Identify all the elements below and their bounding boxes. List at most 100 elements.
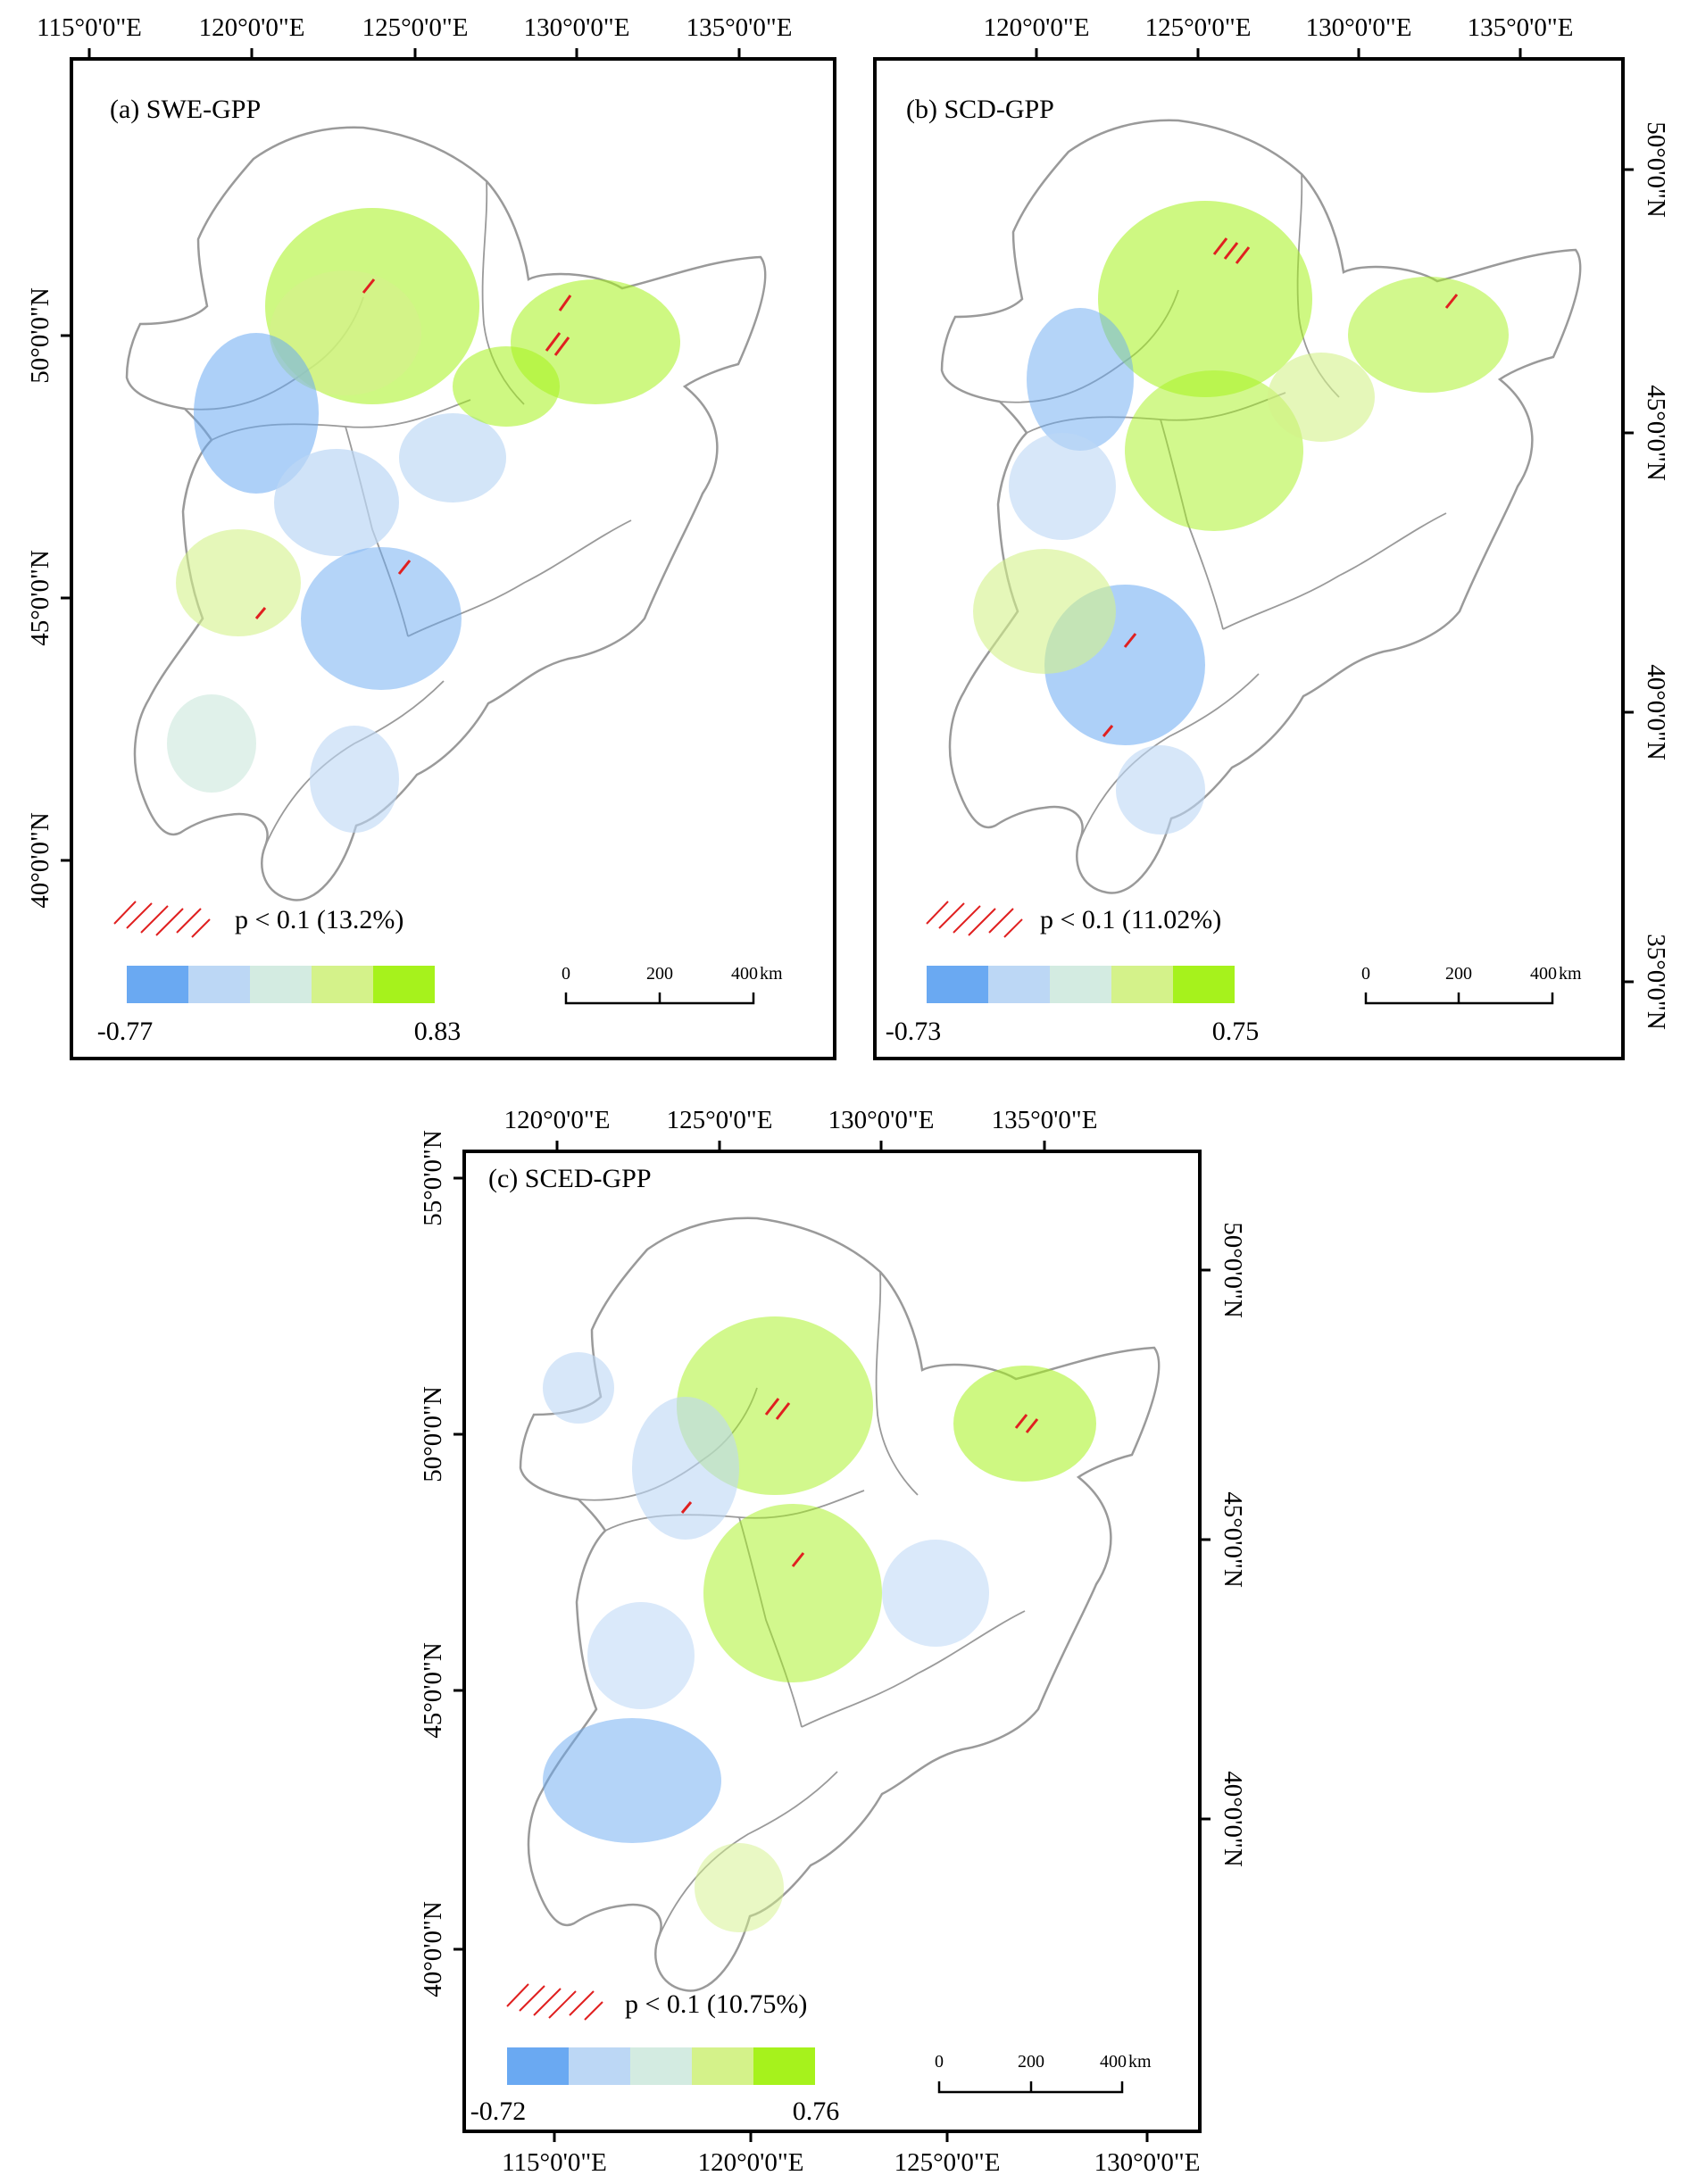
color-class-5	[1173, 966, 1235, 1003]
tick-label: 50°0'0"N	[26, 287, 54, 384]
region-map-c	[519, 1217, 1161, 1992]
tick-marks	[1035, 48, 1634, 984]
scale-tick-400: 400	[731, 964, 758, 984]
tick-label: 125°0'0"E	[667, 1106, 773, 1134]
tick-label: 40°0'0"N	[26, 812, 54, 909]
tick-label: 45°0'0"N	[26, 550, 54, 646]
panel-title: (c) SCED-GPP	[488, 1164, 652, 1193]
legend: p < 0.1 (13.2%) -0.77 0.83	[97, 901, 462, 1046]
tick-label: 35°0'0"N	[1642, 934, 1670, 1030]
latitude-labels-right: 50°0'0"N 45°0'0"N 40°0'0"N 35°0'0"N	[1642, 121, 1670, 1030]
tick-label: 130°0'0"E	[828, 1106, 935, 1134]
colorbar	[507, 2047, 815, 2085]
color-class-1	[127, 966, 188, 1003]
scale-tick-400: 400	[1530, 964, 1557, 984]
color-class-2	[188, 966, 250, 1003]
tick-marks	[61, 48, 741, 862]
tick-label: 50°0'0"N	[1642, 121, 1670, 218]
tick-label: 40°0'0"N	[1219, 1771, 1247, 1867]
tick-label: 135°0'0"E	[686, 13, 793, 42]
region-map-b	[940, 119, 1582, 894]
longitude-labels-bottom: 115°0'0"E 120°0'0"E 125°0'0"E 130°0'0"E	[502, 2148, 1200, 2177]
tick-label: 40°0'0"N	[1642, 664, 1670, 760]
color-class-1	[507, 2047, 569, 2085]
tick-label: 45°0'0"N	[1642, 385, 1670, 481]
significance-label: p < 0.1 (13.2%)	[235, 905, 404, 934]
color-class-3	[250, 966, 312, 1003]
longitude-labels-top: 120°0'0"E 125°0'0"E 130°0'0"E 135°0'0"E	[984, 13, 1574, 42]
tick-label: 40°0'0"N	[419, 1901, 447, 1997]
color-class-2	[569, 2047, 630, 2085]
tick-label: 130°0'0"E	[1094, 2148, 1201, 2177]
scale-bar: 0 200 400 km	[935, 2052, 1152, 2094]
colorbar-min-label: -0.72	[470, 2097, 527, 2126]
tick-label: 120°0'0"E	[199, 13, 305, 42]
colorbar-max-label: 0.76	[793, 2097, 840, 2126]
tick-label: 45°0'0"N	[419, 1642, 447, 1739]
colorbar-max-label: 0.75	[1212, 1017, 1260, 1046]
significance-label: p < 0.1 (10.75%)	[625, 1989, 807, 2019]
tick-label: 130°0'0"E	[1306, 13, 1412, 42]
colorbar-max-label: 0.83	[414, 1017, 462, 1046]
latitude-labels-left: 55°0'0"N 50°0'0"N 45°0'0"N 40°0'0"N	[419, 1130, 447, 1997]
tick-label: 125°0'0"E	[362, 13, 469, 42]
color-class-3	[1050, 966, 1111, 1003]
tick-label: 55°0'0"N	[419, 1130, 447, 1226]
correlation-pixels	[543, 1316, 1096, 1932]
tick-label: 125°0'0"E	[894, 2148, 1001, 2177]
scale-unit: km	[760, 964, 783, 984]
scale-tick-400: 400	[1100, 2052, 1127, 2072]
longitude-labels-top: 115°0'0"E 120°0'0"E 125°0'0"E 130°0'0"E …	[37, 13, 792, 42]
significance-hatching	[1102, 237, 1459, 737]
legend: p < 0.1 (10.75%) -0.72 0.76	[470, 1983, 840, 2126]
panel-title: (b) SCD-GPP	[906, 95, 1054, 124]
latitude-labels-right: 50°0'0"N 45°0'0"N 40°0'0"N	[1219, 1222, 1247, 1867]
color-class-2	[988, 966, 1050, 1003]
latitude-labels-left: 50°0'0"N 45°0'0"N 40°0'0"N	[26, 287, 54, 909]
tick-label: 120°0'0"E	[504, 1106, 611, 1134]
scale-bar: 0 200 400 km	[562, 964, 783, 1005]
tick-label: 130°0'0"E	[524, 13, 630, 42]
hatch-swatch	[926, 901, 1023, 938]
colorbar-min-label: -0.77	[97, 1017, 154, 1046]
legend: p < 0.1 (11.02%) -0.73 0.75	[886, 901, 1260, 1046]
map-panel-a: 115°0'0"E 120°0'0"E 125°0'0"E 130°0'0"E …	[26, 13, 836, 1060]
tick-label: 125°0'0"E	[1145, 13, 1252, 42]
tick-label: 135°0'0"E	[1468, 13, 1574, 42]
correlation-pixels	[167, 208, 680, 833]
colorbar	[927, 966, 1235, 1003]
correlation-pixels	[973, 201, 1509, 835]
tick-label: 115°0'0"E	[37, 13, 142, 42]
map-panel-c: 120°0'0"E 125°0'0"E 130°0'0"E 135°0'0"E …	[419, 1106, 1247, 2177]
color-class-5	[753, 2047, 815, 2085]
map-panel-b: 120°0'0"E 125°0'0"E 130°0'0"E 135°0'0"E …	[873, 13, 1670, 1060]
colorbar	[127, 966, 435, 1003]
scale-tick-0: 0	[1361, 964, 1370, 984]
tick-label: 50°0'0"N	[1219, 1222, 1247, 1318]
tick-label: 120°0'0"E	[698, 2148, 804, 2177]
tick-label: 135°0'0"E	[992, 1106, 1098, 1134]
scale-bar: 0 200 400 km	[1361, 964, 1582, 1005]
scale-tick-0: 0	[562, 964, 570, 984]
hatch-swatch	[113, 901, 211, 938]
scale-unit: km	[1559, 964, 1582, 984]
tick-label: 50°0'0"N	[419, 1386, 447, 1482]
scale-tick-200: 200	[1018, 2052, 1044, 2072]
scale-tick-200: 200	[646, 964, 673, 984]
region-map-a	[125, 126, 767, 901]
tick-label: 115°0'0"E	[502, 2148, 607, 2177]
color-class-5	[373, 966, 435, 1003]
scale-tick-200: 200	[1445, 964, 1472, 984]
color-class-4	[692, 2047, 753, 2085]
scale-tick-0: 0	[935, 2052, 944, 2072]
color-class-4	[1111, 966, 1173, 1003]
color-class-1	[927, 966, 988, 1003]
colorbar-min-label: -0.73	[886, 1017, 942, 1046]
longitude-labels-top: 120°0'0"E 125°0'0"E 130°0'0"E 135°0'0"E	[504, 1106, 1098, 1134]
significance-label: p < 0.1 (11.02%)	[1040, 905, 1221, 934]
tick-label: 120°0'0"E	[984, 13, 1090, 42]
color-class-3	[630, 2047, 692, 2085]
hatch-swatch	[506, 1983, 603, 2021]
significance-hatching	[254, 278, 572, 619]
